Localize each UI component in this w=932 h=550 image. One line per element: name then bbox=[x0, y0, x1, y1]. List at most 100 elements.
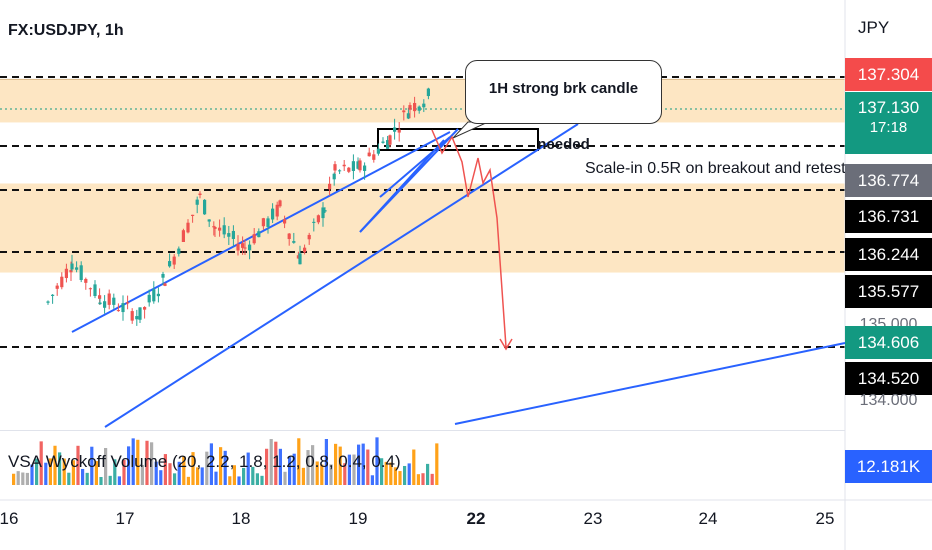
volume-bar bbox=[242, 467, 246, 485]
x-tick-18: 18 bbox=[231, 509, 251, 528]
candle-body bbox=[372, 154, 376, 160]
volume-bar bbox=[430, 473, 434, 485]
volume-bars bbox=[0, 430, 845, 485]
candle-body bbox=[213, 227, 217, 229]
trendlines bbox=[71, 121, 846, 428]
candle-body bbox=[426, 88, 430, 97]
volume-bar bbox=[288, 456, 292, 485]
volume-bar bbox=[117, 476, 121, 485]
volume-bar bbox=[163, 454, 167, 485]
zone-0 bbox=[0, 79, 845, 123]
volume-bar bbox=[403, 465, 407, 485]
volume-bar bbox=[136, 439, 140, 485]
projection-arrowhead bbox=[499, 338, 513, 351]
candles bbox=[46, 87, 430, 326]
volume-bar bbox=[334, 443, 338, 485]
candle-body bbox=[241, 243, 245, 248]
candle-body bbox=[147, 294, 151, 303]
candle-body bbox=[218, 227, 222, 231]
candle-body bbox=[112, 297, 116, 305]
volume-bar bbox=[168, 463, 172, 485]
zone-1 bbox=[0, 183, 845, 273]
volume-bar bbox=[232, 465, 236, 485]
price-tag-high: 137.304 bbox=[845, 58, 932, 91]
candle-body bbox=[84, 278, 88, 283]
volume-bar bbox=[219, 447, 223, 485]
price-tag-level-1: 136.731 bbox=[845, 200, 932, 233]
last-price-value: 137.130 bbox=[857, 98, 920, 117]
volume-bar bbox=[25, 472, 29, 485]
candle-body bbox=[271, 208, 275, 220]
candle-body bbox=[408, 105, 412, 110]
volume-bar bbox=[380, 458, 384, 485]
volume-bar bbox=[182, 456, 186, 485]
volume-bar bbox=[311, 445, 315, 485]
candle-body bbox=[207, 219, 211, 222]
volume-bar bbox=[90, 446, 94, 485]
volume-bar bbox=[35, 458, 39, 485]
price-tag-level-3: 135.577 bbox=[845, 275, 932, 308]
candle-body bbox=[152, 289, 156, 302]
trendline-5 bbox=[379, 136, 451, 198]
volume-bar bbox=[196, 467, 200, 485]
candle-body bbox=[266, 218, 270, 227]
candle-body bbox=[98, 302, 102, 305]
candle-body bbox=[275, 204, 279, 217]
volume-bar bbox=[127, 446, 131, 485]
volume-bar bbox=[283, 471, 287, 485]
volume-bar bbox=[278, 448, 282, 485]
volume-bar bbox=[426, 463, 430, 485]
volume-bar bbox=[375, 437, 379, 485]
candle-body bbox=[121, 303, 125, 313]
candle-body bbox=[103, 301, 107, 308]
candle-body bbox=[181, 230, 185, 243]
candle-body bbox=[347, 167, 351, 172]
volume-bar bbox=[154, 461, 158, 485]
currency-label: JPY bbox=[858, 18, 890, 37]
candle-body bbox=[292, 241, 296, 243]
candle-body bbox=[212, 226, 216, 228]
volume-bar bbox=[131, 438, 135, 485]
x-tick-24: 24 bbox=[698, 509, 718, 528]
x-tick-16: 16 bbox=[0, 509, 19, 528]
volume-bar bbox=[99, 476, 103, 485]
candle-body bbox=[107, 293, 111, 305]
price-tag-crosshair: 136.774 bbox=[845, 164, 932, 197]
volume-bar bbox=[297, 438, 301, 485]
candle-body bbox=[381, 141, 385, 143]
candle-body bbox=[195, 199, 199, 205]
volume-bar bbox=[191, 452, 195, 485]
volume-bar bbox=[16, 471, 20, 485]
volume-bar bbox=[113, 459, 117, 485]
volume-bar bbox=[159, 470, 163, 485]
volume-bar bbox=[320, 464, 324, 485]
volume-indicator-label[interactable]: VSA Wyckoff Volume (20, 2.2, 1.8, 1.2, 0… bbox=[8, 452, 401, 471]
candle-body bbox=[422, 103, 426, 108]
candle-body bbox=[163, 283, 167, 286]
volume-bar bbox=[393, 467, 397, 485]
candle-body bbox=[243, 247, 247, 249]
candle-body bbox=[413, 102, 417, 112]
volume-bar bbox=[62, 458, 66, 485]
volume-bar bbox=[260, 475, 264, 485]
volume-bar bbox=[389, 462, 393, 485]
volume-bar bbox=[30, 464, 34, 485]
volume-bar bbox=[209, 443, 213, 485]
candle-body bbox=[156, 293, 160, 297]
volume-bar bbox=[324, 439, 328, 485]
candle-body bbox=[332, 173, 336, 180]
volume-bar bbox=[315, 461, 319, 485]
x-tick-25: 25 bbox=[815, 509, 835, 528]
candle-body bbox=[363, 165, 367, 171]
candle-body bbox=[203, 199, 207, 215]
trendline-3 bbox=[359, 128, 459, 233]
volume-bar bbox=[223, 450, 227, 485]
volume-bar bbox=[81, 468, 85, 485]
volume-bar bbox=[384, 461, 388, 485]
volume-bar bbox=[39, 441, 43, 485]
volume-bar bbox=[177, 461, 181, 485]
volume-bar bbox=[173, 473, 177, 485]
candle-body bbox=[261, 218, 265, 227]
volume-bar bbox=[246, 452, 250, 485]
